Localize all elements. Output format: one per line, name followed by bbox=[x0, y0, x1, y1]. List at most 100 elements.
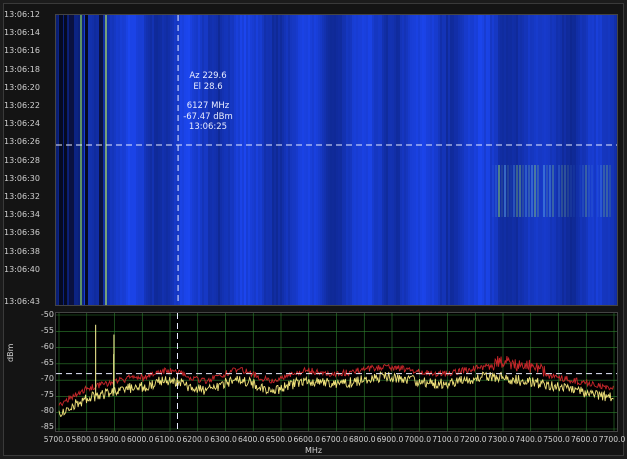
waterfall-column bbox=[202, 15, 204, 305]
spectrum-y-tick-label: -70 bbox=[40, 374, 54, 383]
waterfall-column bbox=[570, 15, 572, 305]
waterfall-column bbox=[92, 15, 94, 305]
waterfall-column bbox=[468, 15, 470, 305]
waterfall-column bbox=[410, 15, 412, 305]
cursor-frequency: 6127 MHz bbox=[186, 101, 230, 111]
waterfall-column bbox=[430, 15, 432, 305]
waterfall-column bbox=[406, 15, 408, 305]
waterfall-column bbox=[568, 15, 570, 305]
cursor-readout: Az 229.6 El 28.6 6127 MHz -67.47 dBm 13:… bbox=[173, 71, 243, 133]
waterfall-column bbox=[144, 15, 146, 305]
waterfall-column bbox=[270, 15, 272, 305]
waterfall-column bbox=[192, 15, 194, 305]
waterfall-column bbox=[274, 15, 276, 305]
waterfall-column bbox=[254, 15, 256, 305]
spectrum-display[interactable] bbox=[55, 312, 618, 432]
waterfall-burst bbox=[495, 165, 497, 217]
waterfall-column bbox=[372, 15, 374, 305]
waterfall-column bbox=[458, 15, 460, 305]
waterfall-column bbox=[180, 15, 182, 305]
cursor-elevation: El 28.6 bbox=[193, 81, 223, 92]
cursor-azimuth: Az 229.6 bbox=[189, 71, 227, 81]
waterfall-column bbox=[174, 15, 176, 305]
waterfall-time-label: 13:06:43 bbox=[4, 297, 40, 306]
waterfall-column bbox=[408, 15, 410, 305]
waterfall-column bbox=[316, 15, 318, 305]
waterfall-time-label: 13:06:22 bbox=[4, 101, 40, 110]
waterfall-column bbox=[562, 15, 564, 305]
waterfall-column bbox=[350, 15, 352, 305]
waterfall-burst bbox=[528, 165, 530, 217]
spectrum-x-tick-label: 6100.0 bbox=[154, 435, 182, 444]
waterfall-column bbox=[56, 15, 58, 305]
waterfall-column bbox=[324, 15, 326, 305]
waterfall-burst bbox=[561, 165, 563, 217]
waterfall-column bbox=[344, 15, 346, 305]
waterfall-column bbox=[312, 15, 314, 305]
spectrum-y-tick-label: -80 bbox=[40, 406, 54, 415]
waterfall-column bbox=[302, 15, 304, 305]
waterfall-burst bbox=[603, 165, 605, 217]
waterfall-column bbox=[332, 15, 334, 305]
waterfall-column bbox=[542, 15, 544, 305]
waterfall-column bbox=[112, 15, 114, 305]
waterfall-column bbox=[550, 15, 552, 305]
waterfall-column bbox=[134, 15, 136, 305]
waterfall-column bbox=[432, 15, 434, 305]
waterfall-time-label: 13:06:24 bbox=[4, 119, 40, 129]
waterfall-column bbox=[228, 15, 230, 305]
waterfall-column bbox=[576, 15, 578, 305]
waterfall-column bbox=[482, 15, 484, 305]
spectrum-y-tick-label: -75 bbox=[40, 390, 54, 399]
waterfall-plot[interactable] bbox=[56, 15, 617, 305]
waterfall-column bbox=[268, 15, 270, 305]
waterfall-column bbox=[436, 15, 438, 305]
waterfall-column bbox=[456, 15, 458, 305]
waterfall-column bbox=[222, 15, 224, 305]
waterfall-burst bbox=[579, 165, 581, 217]
waterfall-column bbox=[346, 15, 348, 305]
waterfall-column bbox=[414, 15, 416, 305]
waterfall-burst bbox=[543, 165, 545, 217]
waterfall-column bbox=[486, 15, 488, 305]
waterfall-column bbox=[526, 15, 528, 305]
waterfall-column bbox=[330, 15, 332, 305]
waterfall-column bbox=[130, 15, 132, 305]
waterfall-burst bbox=[567, 165, 569, 217]
spectrum-x-tick-label: 7100.0 bbox=[432, 435, 459, 444]
waterfall-column bbox=[434, 15, 436, 305]
waterfall-time-axis: 13:06:12 13:06:14 13:06:16 13:06:18 13:06:20… bbox=[4, 10, 54, 308]
waterfall-column bbox=[442, 15, 444, 305]
waterfall-column bbox=[610, 15, 612, 305]
waterfall-column bbox=[194, 15, 196, 305]
waterfall-column bbox=[508, 15, 510, 305]
waterfall-column bbox=[308, 15, 310, 305]
waterfall-column bbox=[142, 15, 144, 305]
waterfall-column bbox=[322, 15, 324, 305]
waterfall-column bbox=[178, 15, 180, 305]
waterfall-column bbox=[294, 15, 296, 305]
waterfall-column bbox=[420, 15, 422, 305]
waterfall-column bbox=[90, 15, 92, 305]
waterfall-display[interactable]: Az 229.6 El 28.6 6127 MHz -67.47 dBm 13:… bbox=[55, 14, 618, 306]
waterfall-column bbox=[392, 15, 394, 305]
waterfall-column bbox=[234, 15, 236, 305]
waterfall-column bbox=[264, 15, 266, 305]
waterfall-column bbox=[326, 15, 328, 305]
waterfall-column bbox=[384, 15, 386, 305]
waterfall-burst bbox=[546, 165, 548, 217]
waterfall-column bbox=[524, 15, 526, 305]
spectrum-x-tick-label: 5700.0 bbox=[43, 435, 71, 444]
waterfall-column bbox=[118, 15, 120, 305]
waterfall-column bbox=[168, 15, 170, 305]
waterfall-column bbox=[238, 15, 240, 305]
waterfall-burst bbox=[501, 165, 503, 217]
waterfall-burst bbox=[582, 165, 584, 217]
waterfall-column bbox=[148, 15, 150, 305]
waterfall-column bbox=[240, 15, 242, 305]
waterfall-signal-streak bbox=[105, 15, 107, 305]
waterfall-column bbox=[124, 15, 126, 305]
waterfall-column bbox=[166, 15, 168, 305]
spectrum-x-tick-label: 7000.0 bbox=[404, 435, 432, 444]
spectrum-plot[interactable] bbox=[56, 313, 617, 431]
